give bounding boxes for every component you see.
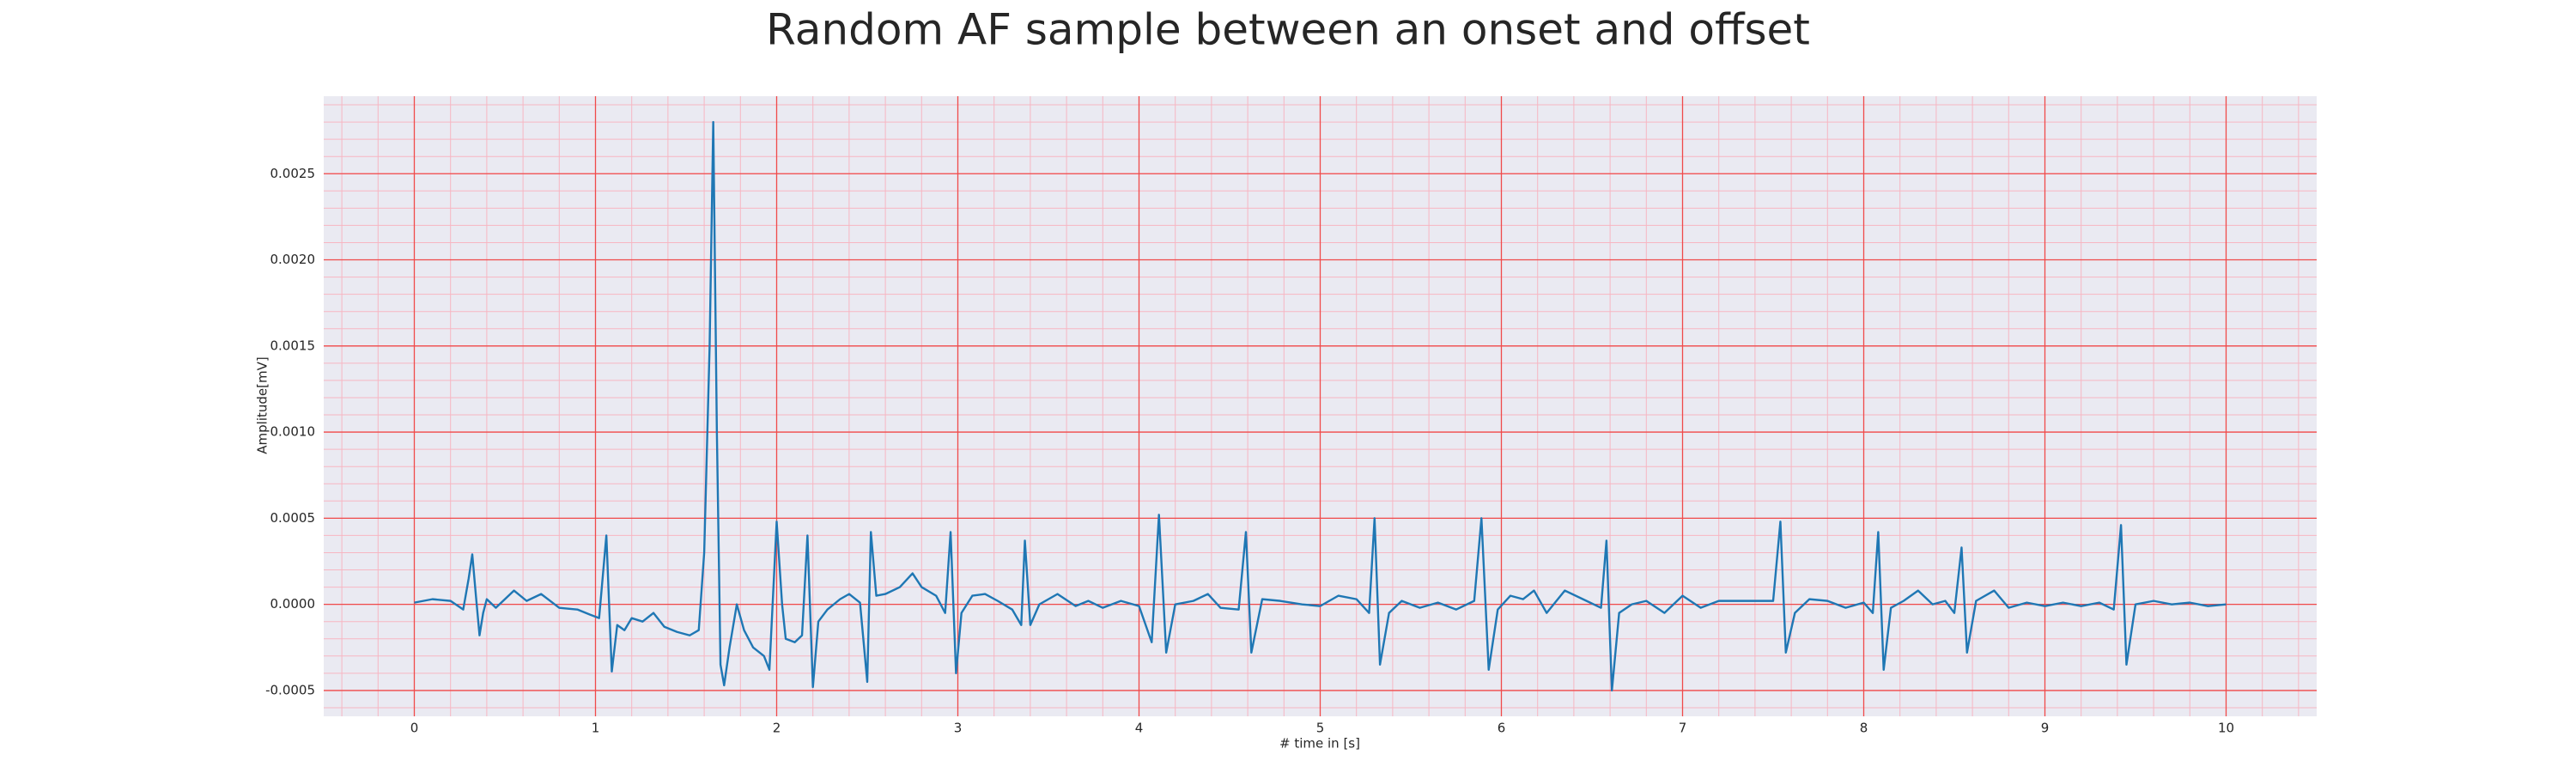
y-tick-label: -0.0005 xyxy=(265,682,315,697)
y-tick-label: 0.0010 xyxy=(270,424,316,440)
x-tick-label: 9 xyxy=(2041,721,2050,736)
x-axis-label: # time in [s] xyxy=(1279,736,1360,752)
chart-title: Random AF sample between an onset and of… xyxy=(766,5,1810,55)
y-tick-label: 0.0000 xyxy=(270,596,316,612)
x-tick-label: 3 xyxy=(954,721,963,736)
x-tick-label: 0 xyxy=(410,721,419,736)
x-tick-label: 2 xyxy=(773,721,781,736)
x-tick-label: 5 xyxy=(1316,721,1325,736)
line-series xyxy=(414,120,2227,692)
x-tick-label: 8 xyxy=(1860,721,1868,736)
y-tick-label: 0.0025 xyxy=(270,166,316,181)
x-tick-label: 10 xyxy=(2218,721,2234,736)
y-tick-label: 0.0005 xyxy=(270,510,316,526)
x-tick-label: 6 xyxy=(1498,721,1506,736)
y-axis-label: Amplitude[mV] xyxy=(255,356,270,453)
y-tick-label: 0.0015 xyxy=(270,338,316,353)
x-tick-label: 7 xyxy=(1679,721,1687,736)
y-tick-label: 0.0020 xyxy=(270,252,316,267)
x-tick-label: 1 xyxy=(592,721,600,736)
x-tick-label: 4 xyxy=(1135,721,1144,736)
